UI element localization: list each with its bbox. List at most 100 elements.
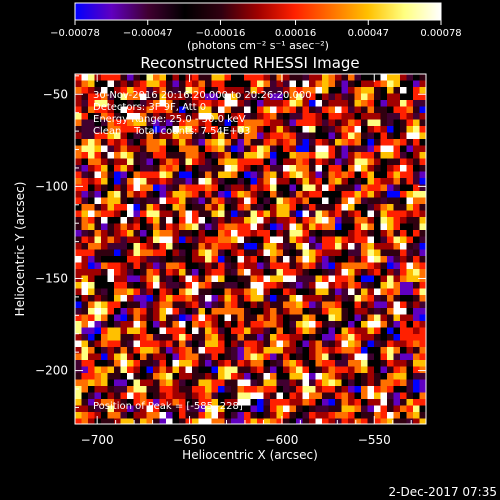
- heatmap-cell: [133, 327, 141, 335]
- heatmap-cell: [140, 171, 147, 179]
- heatmap-cell: [283, 87, 290, 94]
- heatmap-cell: [406, 269, 414, 276]
- heatmap-cell: [380, 236, 388, 244]
- heatmap-cell: [406, 210, 414, 218]
- heatmap-cell: [354, 165, 362, 172]
- heatmap-cell: [367, 256, 375, 263]
- heatmap-cell: [166, 191, 173, 198]
- heatmap-cell: [172, 106, 180, 114]
- heatmap-cell: [400, 93, 407, 101]
- heatmap-cell: [81, 295, 89, 302]
- heatmap-cell: [159, 230, 167, 237]
- heatmap-cell: [120, 262, 128, 270]
- heatmap-cell: [133, 366, 141, 374]
- heatmap-cell: [406, 184, 414, 192]
- heatmap-cell: [250, 152, 258, 159]
- heatmap-cell: [244, 360, 251, 367]
- heatmap-cell: [302, 295, 310, 302]
- heatmap-cell: [88, 295, 95, 302]
- heatmap-cell: [198, 119, 206, 127]
- heatmap-cell: [322, 269, 329, 276]
- heatmap-cell: [166, 178, 173, 185]
- heatmap-cell: [244, 113, 251, 120]
- heatmap-cell: [107, 334, 115, 341]
- heatmap-cell: [94, 412, 102, 419]
- heatmap-cell: [380, 217, 388, 224]
- heatmap-cell: [159, 139, 167, 146]
- heatmap-cell: [146, 405, 154, 413]
- heatmap-cell: [276, 295, 284, 302]
- heatmap-cell: [224, 321, 232, 328]
- heatmap-cell: [328, 275, 336, 283]
- heatmap-cell: [231, 223, 238, 231]
- heatmap-cell: [107, 321, 115, 328]
- heatmap-cell: [257, 269, 264, 276]
- heatmap-cell: [354, 223, 362, 231]
- heatmap-cell: [140, 373, 147, 380]
- heatmap-cell: [413, 171, 420, 179]
- heatmap-cell: [127, 158, 134, 166]
- heatmap-cell: [283, 243, 290, 250]
- heatmap-cell: [224, 230, 232, 237]
- heatmap-cell: [283, 321, 290, 328]
- heatmap-cell: [133, 392, 141, 400]
- heatmap-cell: [218, 80, 225, 88]
- heatmap-cell: [406, 321, 414, 328]
- heatmap-cell: [231, 243, 238, 250]
- heatmap-cell: [413, 405, 420, 413]
- heatmap-cell: [289, 126, 297, 133]
- heatmap-cell: [179, 379, 186, 387]
- heatmap-cell: [296, 405, 303, 413]
- heatmap-cell: [81, 119, 89, 127]
- heatmap-cell: [348, 223, 355, 231]
- heatmap-cell: [406, 262, 414, 270]
- heatmap-cell: [309, 379, 316, 387]
- heatmap-cell: [140, 126, 147, 133]
- heatmap-cell: [114, 360, 121, 367]
- heatmap-cell: [257, 178, 264, 185]
- heatmap-cell: [393, 314, 401, 322]
- heatmap-cell: [270, 386, 277, 393]
- heatmap-cell: [81, 87, 89, 94]
- heatmap-cell: [296, 139, 303, 146]
- heatmap-cell: [172, 119, 180, 127]
- heatmap-cell: [393, 373, 401, 380]
- heatmap-cell: [244, 217, 251, 224]
- heatmap-cell: [354, 184, 362, 192]
- heatmap-cell: [413, 373, 420, 380]
- heatmap-cell: [192, 158, 199, 166]
- heatmap-cell: [257, 353, 264, 361]
- heatmap-cell: [393, 178, 401, 185]
- heatmap-cell: [348, 321, 355, 328]
- heatmap-cell: [75, 353, 82, 361]
- heatmap-cell: [302, 184, 310, 192]
- heatmap-cell: [283, 256, 290, 263]
- heatmap-cell: [172, 184, 180, 192]
- heatmap-cell: [127, 269, 134, 276]
- heatmap-cell: [413, 191, 420, 198]
- heatmap-cell: [179, 87, 186, 94]
- heatmap-cell: [211, 282, 219, 289]
- heatmap-cell: [361, 249, 368, 257]
- heatmap-cell: [114, 80, 121, 88]
- heatmap-cell: [198, 373, 206, 380]
- heatmap-cell: [361, 197, 368, 205]
- heatmap-cell: [218, 399, 225, 406]
- heatmap-cell: [185, 217, 193, 224]
- heatmap-cell: [374, 262, 381, 270]
- heatmap-cell: [341, 171, 349, 179]
- heatmap-cell: [263, 308, 271, 315]
- heatmap-cell: [328, 353, 336, 361]
- heatmap-cell: [244, 165, 251, 172]
- heatmap-cell: [263, 191, 271, 198]
- heatmap-cell: [211, 366, 219, 374]
- heatmap-cell: [250, 379, 258, 387]
- heatmap-cell: [270, 249, 277, 257]
- heatmap-cell: [218, 139, 225, 146]
- heatmap-cell: [380, 262, 388, 270]
- heatmap-cell: [218, 171, 225, 179]
- heatmap-cell: [296, 178, 303, 185]
- heatmap-cell: [81, 126, 89, 133]
- heatmap-cell: [172, 327, 180, 335]
- heatmap-cell: [302, 119, 310, 127]
